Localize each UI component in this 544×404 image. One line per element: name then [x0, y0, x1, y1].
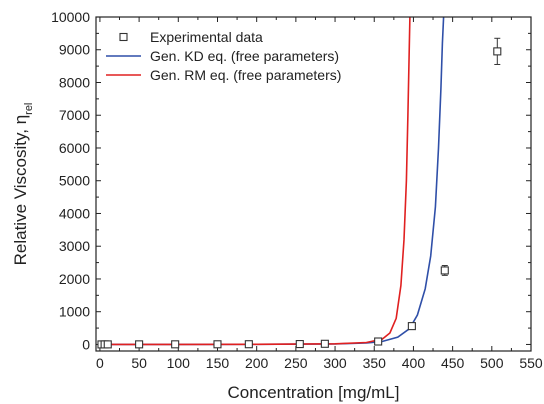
y-axis-title: Relative Viscosity, ηrel	[11, 103, 35, 266]
y-tick-label: 7000	[59, 107, 90, 123]
data-point	[440, 266, 449, 275]
data-point	[493, 47, 502, 56]
x-tick-label: 0	[96, 355, 104, 371]
y-tick-label: 8000	[59, 74, 90, 90]
tick-layer: 0 50 100 150 200 250 300 350 400 450 500 550 0 1000 20…	[51, 9, 543, 371]
legend-marker-square	[119, 32, 128, 42]
x-tick-label: 50	[131, 355, 147, 371]
x-tick-label: 500	[480, 355, 504, 371]
series-line-2	[99, 17, 411, 346]
y-tick-label: 6000	[59, 140, 90, 156]
data-point	[244, 340, 253, 349]
data-point	[374, 337, 383, 346]
legend-label: Experimental data	[150, 29, 263, 45]
y-tick-label: 3000	[59, 238, 90, 254]
x-tick-label: 250	[284, 355, 308, 371]
legend-label: Gen. KD eq. (free parameters)	[150, 48, 339, 64]
y-axis-title-main: Relative Viscosity, η	[11, 115, 30, 266]
data-point	[103, 340, 112, 349]
y-tick-label: 10000	[51, 9, 90, 25]
x-tick-label: 550	[519, 355, 543, 371]
x-tick-label: 150	[206, 355, 230, 371]
data-point	[320, 339, 329, 348]
y-tick-label: 0	[82, 336, 90, 352]
y-tick-label: 2000	[59, 271, 90, 287]
data-point	[213, 340, 222, 349]
x-tick-label: 100	[167, 355, 191, 371]
legend-label: Gen. RM eq. (free parameters)	[150, 67, 341, 83]
data-point	[407, 322, 416, 331]
data-point	[295, 340, 304, 349]
series-layer	[97, 17, 502, 349]
data-point	[171, 340, 180, 349]
data-point	[135, 340, 144, 349]
y-tick-label: 5000	[59, 173, 90, 189]
x-tick-label: 200	[245, 355, 269, 371]
y-tick-label: 4000	[59, 205, 90, 221]
plot-frame	[95, 16, 532, 352]
y-axis-title-subscript: rel	[23, 103, 35, 115]
legend: Experimental data Gen. KD eq. (free param…	[106, 29, 341, 83]
y-tick-label: 1000	[59, 304, 90, 320]
x-tick-label: 400	[402, 355, 426, 371]
x-tick-label: 300	[323, 355, 347, 371]
x-tick-label: 450	[441, 355, 465, 371]
y-tick-label: 9000	[59, 42, 90, 58]
x-axis-title: Concentration [mg/mL]	[228, 383, 400, 402]
x-tick-label: 350	[363, 355, 387, 371]
